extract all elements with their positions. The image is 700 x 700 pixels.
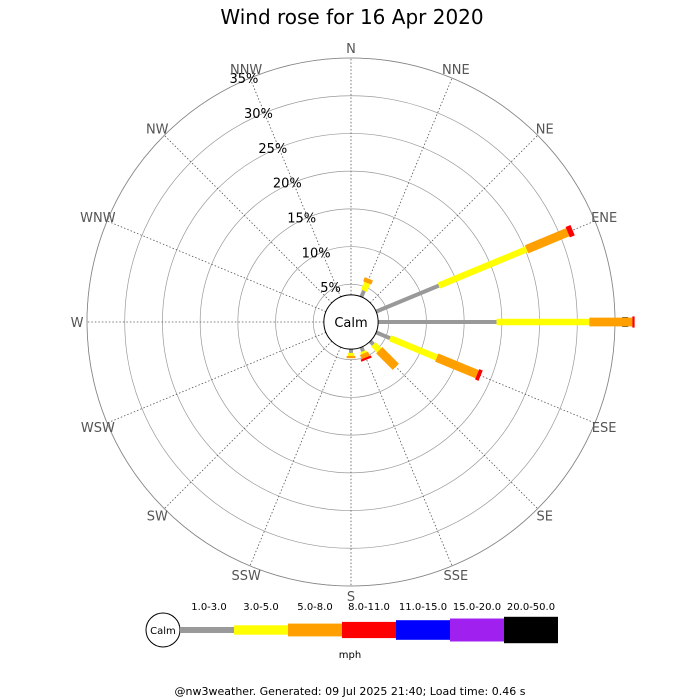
bar-ene-bin-1 [375, 283, 440, 314]
bar-nne-bin-1 [359, 289, 366, 298]
spoke-sw [164, 340, 333, 509]
legend-label-1: 1.0-3.0 [191, 602, 226, 613]
direction-label-ene: ENE [591, 211, 617, 226]
bar-ese-bin-1 [375, 330, 391, 341]
bar-se-bin-3 [376, 347, 399, 370]
legend-swatch-4 [342, 621, 396, 639]
legend-swatch-7 [504, 616, 558, 644]
calm-circle: Calm [323, 294, 379, 350]
direction-label-nnw: NNW [230, 63, 262, 78]
bar-sse-bin-2 [360, 350, 367, 355]
spoke-wsw [106, 332, 327, 424]
direction-label-sse: SSE [443, 569, 468, 584]
bar-sse-bin-1 [359, 346, 365, 353]
bar-se-bin-2 [371, 342, 382, 353]
direction-labels: NNNENEENEEESESESSESSSWSWWSWWWNWNWNNW [71, 42, 630, 605]
direction-label-sw: SW [147, 510, 168, 525]
legend-swatch-2 [234, 625, 288, 635]
bar-ese-bin-4 [474, 369, 483, 381]
bar-ene-bin-4 [565, 225, 575, 238]
spoke-sse [361, 346, 453, 567]
radial-tick-label: 35% [230, 72, 259, 87]
direction-label-n: N [346, 42, 356, 57]
direction-label-wnw: WNW [80, 211, 116, 226]
spoke-wnw [106, 220, 327, 312]
bar-nne-bin-2 [361, 281, 371, 292]
radial-tick-label: 10% [302, 246, 331, 261]
radial-tick-label: 20% [273, 177, 302, 192]
spoke-nnw [249, 77, 341, 298]
spoke-nw [164, 135, 333, 304]
bar-ene-bin-3 [524, 228, 570, 254]
direction-label-nw: NW [146, 122, 169, 137]
radial-tick-label: 30% [244, 107, 273, 122]
radial-tick-label: 25% [258, 142, 287, 157]
direction-label-ssw: SSW [231, 569, 261, 584]
bar-sse-bin-3 [359, 351, 370, 360]
chart-title: Wind rose for 16 Apr 2020 [220, 5, 483, 29]
bar-sse-bin-4 [360, 355, 372, 362]
legend-label-2: 3.0-5.0 [243, 602, 278, 613]
spoke-nne [361, 77, 453, 298]
footer-text: @nw3weather. Generated: 09 Jul 2025 21:4… [175, 685, 526, 698]
direction-label-wsw: WSW [81, 421, 115, 436]
direction-label-ese: ESE [592, 421, 617, 436]
legend-swatch-1 [180, 627, 234, 633]
legend-label-6: 15.0-20.0 [453, 602, 501, 613]
legend-swatch-3 [288, 623, 342, 637]
direction-label-ne: NE [536, 122, 554, 137]
wind-bars [346, 225, 635, 381]
legend-label-5: 11.0-15.0 [399, 602, 447, 613]
spoke-ne [369, 135, 538, 304]
direction-label-nne: NNE [442, 63, 470, 78]
radial-tick-labels: 5% 10% 15% 20% 25% 30% 35% [230, 72, 341, 296]
bar-ene-bin-2 [437, 246, 528, 289]
bar-ese-bin-3 [435, 353, 479, 379]
legend-label-4: 8.0-11.0 [348, 602, 390, 613]
legend-unit: mph [339, 650, 361, 661]
spoke-se [369, 340, 538, 509]
direction-label-s: S [347, 590, 355, 605]
legend-label-7: 20.0-50.0 [507, 602, 555, 613]
direction-label-w: W [71, 316, 84, 331]
legend-swatch-6 [450, 618, 504, 642]
direction-label-se: SE [537, 510, 553, 525]
legend-items: 1.0-3.0 3.0-5.0 5.0-8.0 8.0-11.0 11.0-15.0 15… [180, 602, 558, 644]
calm-label: Calm [334, 316, 367, 331]
spoke-ssw [249, 346, 341, 567]
bar-ese-bin-2 [388, 335, 438, 361]
calm-circle-shape [323, 294, 379, 350]
radial-tick-label: 15% [287, 211, 316, 226]
legend-swatch-5 [396, 620, 450, 640]
speed-legend: Calm 1.0-3.0 3.0-5.0 5.0-8.0 8.0-11.0 11.0-1… [145, 602, 558, 661]
radial-tick-label: 5% [320, 281, 341, 296]
bar-nne-bin-3 [363, 277, 373, 285]
legend-label-3: 5.0-8.0 [297, 602, 332, 613]
bar-se-bin-1 [368, 339, 375, 346]
legend-calm-label: Calm [150, 626, 176, 637]
